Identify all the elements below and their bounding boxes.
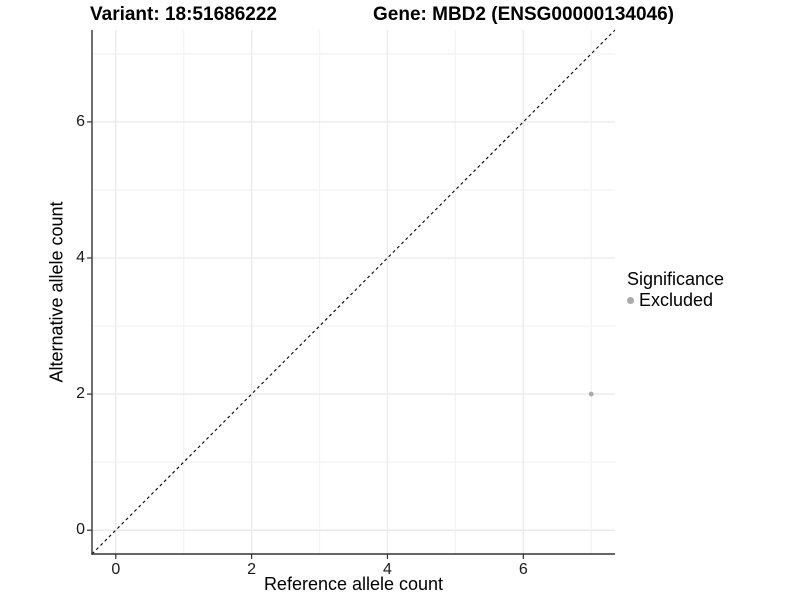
legend-items: Excluded (627, 290, 724, 310)
x-tick-label: 6 (518, 561, 528, 578)
plot-title-gene: Gene: MBD2 (ENSG00000134046) (373, 4, 674, 25)
legend-key-dot-icon (627, 296, 634, 304)
x-tick-label: 4 (383, 561, 392, 578)
y-tick-label: 2 (76, 385, 85, 403)
x-axis-title: Reference allele count (263, 574, 444, 594)
y-tick-label: 0 (76, 521, 85, 539)
plot-title-variant: Variant: 18:51686222 (90, 4, 277, 25)
y-axis-title: Alternative allele count (46, 201, 67, 383)
y-tick-label: 4 (76, 248, 85, 266)
y-tick-label: 6 (76, 112, 85, 130)
identity-line (91, 29, 616, 555)
x-tick-label: 2 (247, 561, 257, 578)
data-point (588, 391, 594, 397)
legend-item: Excluded (627, 290, 724, 310)
legend-item-label: Excluded (639, 290, 714, 310)
x-tick-label: 0 (111, 561, 121, 578)
legend-title: Significance (627, 269, 725, 289)
legend: Significance Excluded (627, 269, 724, 310)
